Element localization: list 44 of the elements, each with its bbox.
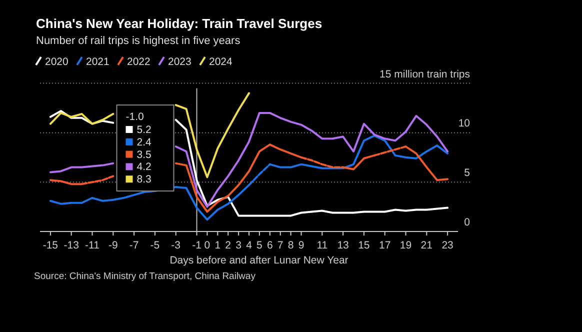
legend-label: 2024 bbox=[209, 56, 233, 68]
y-tick-label: 0 bbox=[464, 216, 470, 228]
x-tick-label: -11 bbox=[85, 240, 100, 252]
x-tick-label: -15 bbox=[42, 240, 58, 252]
x-axis-title: Days before and after Lunar New Year bbox=[170, 254, 349, 266]
x-tick-label: 0 bbox=[204, 240, 210, 252]
x-tick-label: 3 bbox=[236, 240, 242, 252]
x-tick-label: -1 bbox=[192, 240, 202, 252]
annotation: 5.2 bbox=[136, 124, 152, 136]
x-tick-label: -7 bbox=[129, 240, 139, 252]
chart-title: China's New Year Holiday: Train Travel Surges bbox=[36, 16, 322, 31]
chart-subtitle: Number of rail trips is highest in five years bbox=[36, 35, 241, 47]
y-tick-label: 15 million train trips bbox=[380, 68, 470, 80]
annotation: 3.5 bbox=[136, 148, 152, 161]
annotation: 2.4 bbox=[136, 136, 152, 148]
y-tick-label: 5 bbox=[464, 167, 470, 180]
legend-label: 2022 bbox=[127, 56, 151, 68]
x-tick-label: -3 bbox=[171, 240, 181, 252]
x-tick-label: -5 bbox=[150, 240, 160, 252]
x-tick-label: 6 bbox=[266, 240, 273, 252]
annotation: -1.0 bbox=[126, 111, 144, 123]
x-tick-label: 8 bbox=[288, 240, 294, 252]
x-tick-label: 7 bbox=[277, 240, 284, 252]
x-tick-label: -9 bbox=[108, 240, 118, 252]
x-tick-label: 1 bbox=[214, 240, 221, 252]
x-tick-label: 9 bbox=[298, 240, 304, 252]
x-tick-label: -13 bbox=[64, 240, 80, 252]
x-tick-label: 13 bbox=[337, 240, 350, 252]
x-tick-label: 5 bbox=[256, 240, 263, 252]
x-tick-label: 4 bbox=[246, 240, 252, 252]
legend-label: 2020 bbox=[45, 56, 69, 68]
annotation: 4.2 bbox=[136, 161, 152, 174]
x-tick-label: 21 bbox=[420, 240, 433, 252]
x-tick-label: 2 bbox=[225, 240, 232, 252]
source-note: Source: China's Ministry of Transport, China Railway bbox=[34, 271, 256, 282]
x-tick-label: 15 bbox=[358, 240, 370, 252]
annotation: 8.3 bbox=[136, 174, 152, 186]
y-tick-label: 10 bbox=[458, 118, 470, 130]
legend-label: 2021 bbox=[86, 56, 110, 68]
x-tick-label: 19 bbox=[400, 240, 412, 252]
legend-label: 2023 bbox=[168, 56, 192, 68]
x-tick-label: 17 bbox=[379, 240, 391, 252]
x-tick-label: 23 bbox=[442, 240, 454, 252]
x-tick-label: 11 bbox=[316, 240, 328, 252]
